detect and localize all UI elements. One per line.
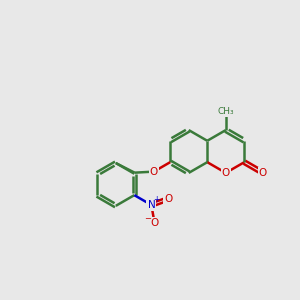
Text: −: − bbox=[145, 214, 152, 223]
Text: O: O bbox=[259, 168, 267, 178]
Text: O: O bbox=[222, 168, 230, 178]
Text: O: O bbox=[150, 167, 158, 177]
Text: O: O bbox=[164, 194, 172, 204]
Text: CH₃: CH₃ bbox=[218, 107, 234, 116]
Text: N: N bbox=[148, 200, 155, 210]
Text: +: + bbox=[154, 195, 160, 204]
Text: O: O bbox=[150, 218, 159, 228]
